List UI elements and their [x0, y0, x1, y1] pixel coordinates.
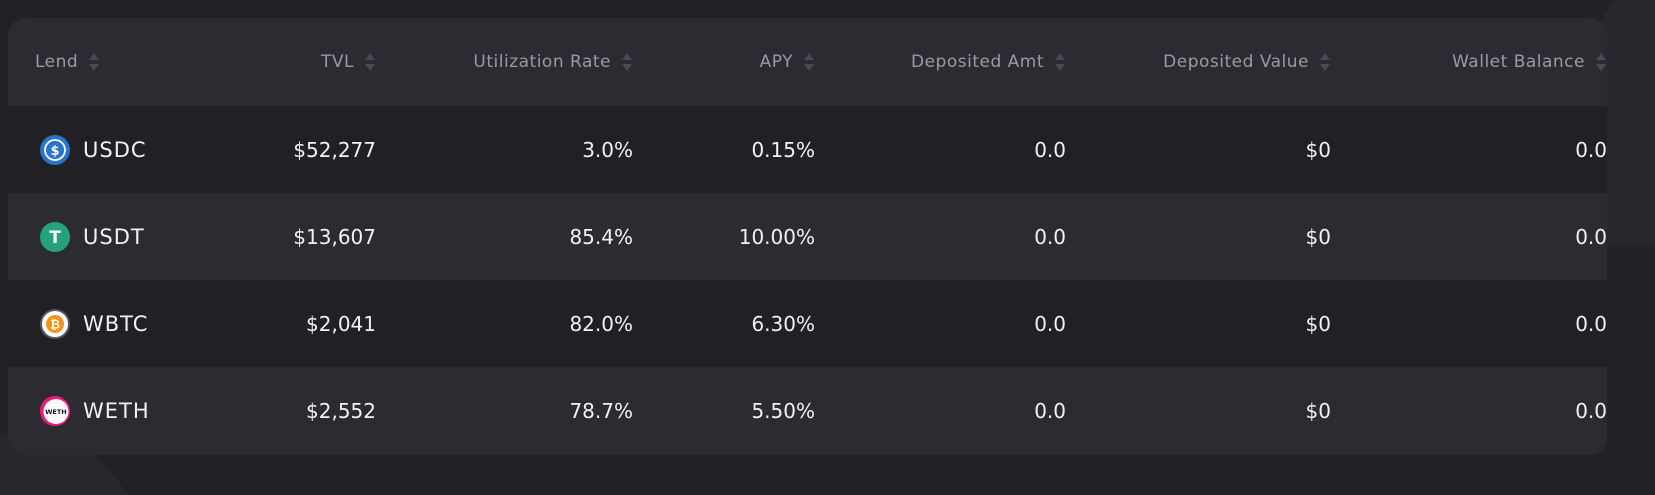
apy-value: 5.50%	[751, 398, 815, 423]
wallet-balance-cell: 0.0	[1331, 280, 1607, 367]
column-header-label: TVL	[321, 52, 354, 72]
tvl-value: $13,607	[293, 224, 376, 249]
apy-value: 0.15%	[751, 137, 815, 162]
asset-name: USDT	[83, 224, 145, 249]
apy-cell: 10.00%	[633, 193, 815, 280]
deposited-amt-cell: 0.0	[815, 106, 1066, 193]
asset-name: USDC	[83, 137, 147, 162]
wallet-balance-cell: 0.0	[1331, 367, 1607, 454]
column-header-lend[interactable]: Lend	[8, 18, 200, 106]
wallet-balance-value: 0.0	[1575, 398, 1607, 423]
deposited-amt-cell: 0.0	[815, 367, 1066, 454]
tvl-value: $52,277	[293, 137, 376, 162]
tvl-cell: $2,552	[200, 367, 376, 454]
utilization-value: 3.0%	[582, 137, 633, 162]
deposited-value-cell: $0	[1066, 106, 1331, 193]
sort-icon[interactable]	[1595, 53, 1607, 71]
asset-name: WBTC	[83, 311, 149, 336]
deposited-amt-value: 0.0	[1034, 224, 1066, 249]
deposited-amt-cell: 0.0	[815, 280, 1066, 367]
deposited-value-cell: $0	[1066, 193, 1331, 280]
utilization-value: 82.0%	[569, 311, 633, 336]
utilization-value: 78.7%	[569, 398, 633, 423]
apy-value: 10.00%	[738, 224, 815, 249]
usdc-icon: $	[40, 134, 70, 165]
sort-icon[interactable]	[364, 53, 376, 71]
table-row[interactable]: $ USDC $52,277 3.0% 0.15% 0.0 $0 0.0	[8, 106, 1607, 193]
tvl-cell: $2,041	[200, 280, 376, 367]
column-header-label: APY	[759, 52, 793, 72]
utilization-cell: 82.0%	[376, 280, 633, 367]
column-header-label: Deposited Amt	[911, 52, 1044, 72]
column-header-wallet-balance[interactable]: Wallet Balance	[1331, 18, 1607, 106]
svg-text:₿: ₿	[50, 317, 60, 331]
deposited-value-cell: $0	[1066, 280, 1331, 367]
sort-icon[interactable]	[621, 53, 633, 71]
wallet-balance-cell: 0.0	[1331, 106, 1607, 193]
tvl-cell: $13,607	[200, 193, 376, 280]
asset-cell[interactable]: $ USDC	[8, 106, 200, 193]
deposited-value-value: $0	[1305, 137, 1331, 162]
apy-value: 6.30%	[751, 311, 815, 336]
apy-cell: 6.30%	[633, 280, 815, 367]
wallet-balance-value: 0.0	[1575, 224, 1607, 249]
deposited-value-value: $0	[1305, 311, 1331, 336]
lend-markets-table: Lend TVL Utilization Rate	[8, 18, 1607, 454]
utilization-value: 85.4%	[569, 224, 633, 249]
sort-icon[interactable]	[88, 53, 100, 71]
svg-text:$: $	[50, 144, 59, 159]
deposited-amt-value: 0.0	[1034, 398, 1066, 423]
apy-cell: 5.50%	[633, 367, 815, 454]
column-header-label: Deposited Value	[1163, 52, 1309, 72]
column-header-apy[interactable]: APY	[633, 18, 815, 106]
sort-icon[interactable]	[1319, 53, 1331, 71]
tvl-value: $2,552	[306, 398, 376, 423]
apy-cell: 0.15%	[633, 106, 815, 193]
column-header-deposited-value[interactable]: Deposited Value	[1066, 18, 1331, 106]
sort-icon[interactable]	[803, 53, 815, 71]
utilization-cell: 3.0%	[376, 106, 633, 193]
utilization-cell: 85.4%	[376, 193, 633, 280]
asset-cell[interactable]: ₿ WBTC	[8, 280, 200, 367]
column-header-label: Wallet Balance	[1452, 52, 1585, 72]
asset-cell[interactable]: T USDT	[8, 193, 200, 280]
deposited-value-value: $0	[1305, 398, 1331, 423]
column-header-tvl[interactable]: TVL	[200, 18, 376, 106]
table-row[interactable]: T USDT $13,607 85.4% 10.00% 0.0 $0 0.0	[8, 193, 1607, 280]
wallet-balance-value: 0.0	[1575, 137, 1607, 162]
wbtc-icon: ₿	[40, 308, 70, 339]
deposited-amt-value: 0.0	[1034, 311, 1066, 336]
table-row[interactable]: WETH WETH $2,552 78.7% 5.50% 0.0 $0 0.0	[8, 367, 1607, 454]
deposited-value-cell: $0	[1066, 367, 1331, 454]
deposited-amt-cell: 0.0	[815, 193, 1066, 280]
column-header-label: Lend	[35, 52, 79, 72]
usdt-icon: T	[40, 221, 70, 252]
svg-text:WETH: WETH	[45, 408, 66, 416]
deposited-amt-value: 0.0	[1034, 137, 1066, 162]
svg-text:T: T	[49, 228, 61, 248]
asset-cell[interactable]: WETH WETH	[8, 367, 200, 454]
deposited-value-value: $0	[1305, 224, 1331, 249]
tvl-cell: $52,277	[200, 106, 376, 193]
lend-markets-card: Lend TVL Utilization Rate	[8, 18, 1607, 455]
table-header-row: Lend TVL Utilization Rate	[8, 18, 1607, 106]
wallet-balance-cell: 0.0	[1331, 193, 1607, 280]
tvl-value: $2,041	[306, 311, 376, 336]
weth-icon: WETH	[40, 395, 70, 426]
column-header-label: Utilization Rate	[473, 52, 611, 72]
sort-icon[interactable]	[1054, 53, 1066, 71]
column-header-deposited-amt[interactable]: Deposited Amt	[815, 18, 1066, 106]
utilization-cell: 78.7%	[376, 367, 633, 454]
asset-name: WETH	[83, 398, 150, 423]
wallet-balance-value: 0.0	[1575, 311, 1607, 336]
column-header-utilization[interactable]: Utilization Rate	[376, 18, 633, 106]
table-row[interactable]: ₿ WBTC $2,041 82.0% 6.30% 0.0 $0 0.0	[8, 280, 1607, 367]
